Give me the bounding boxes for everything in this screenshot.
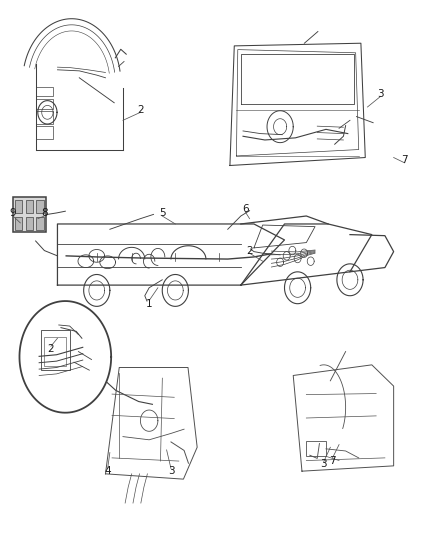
Bar [35, 111, 53, 124]
Text: 7: 7 [329, 456, 336, 465]
Text: 3: 3 [321, 459, 327, 469]
Bar [35, 87, 53, 96]
Bar [36, 217, 44, 230]
Text: 3: 3 [168, 466, 174, 476]
Text: 9: 9 [10, 208, 16, 219]
Bar [25, 199, 33, 213]
Text: 7: 7 [401, 155, 408, 165]
Text: 2: 2 [137, 104, 144, 115]
Bar [44, 337, 66, 367]
Text: 8: 8 [41, 208, 48, 219]
Text: 1: 1 [146, 298, 152, 309]
Text: 2: 2 [246, 246, 253, 255]
FancyBboxPatch shape [13, 197, 46, 232]
Text: 6: 6 [242, 204, 248, 214]
Text: 2: 2 [48, 344, 54, 354]
Text: 5: 5 [159, 208, 166, 219]
Bar [14, 199, 22, 213]
Bar [36, 199, 44, 213]
Text: 3: 3 [377, 88, 384, 99]
Bar [25, 217, 33, 230]
Bar [35, 99, 53, 109]
Bar [306, 441, 326, 456]
Text: 4: 4 [104, 466, 111, 476]
Bar [14, 217, 22, 230]
Bar [35, 126, 53, 139]
Polygon shape [19, 301, 111, 413]
Bar [41, 330, 70, 370]
